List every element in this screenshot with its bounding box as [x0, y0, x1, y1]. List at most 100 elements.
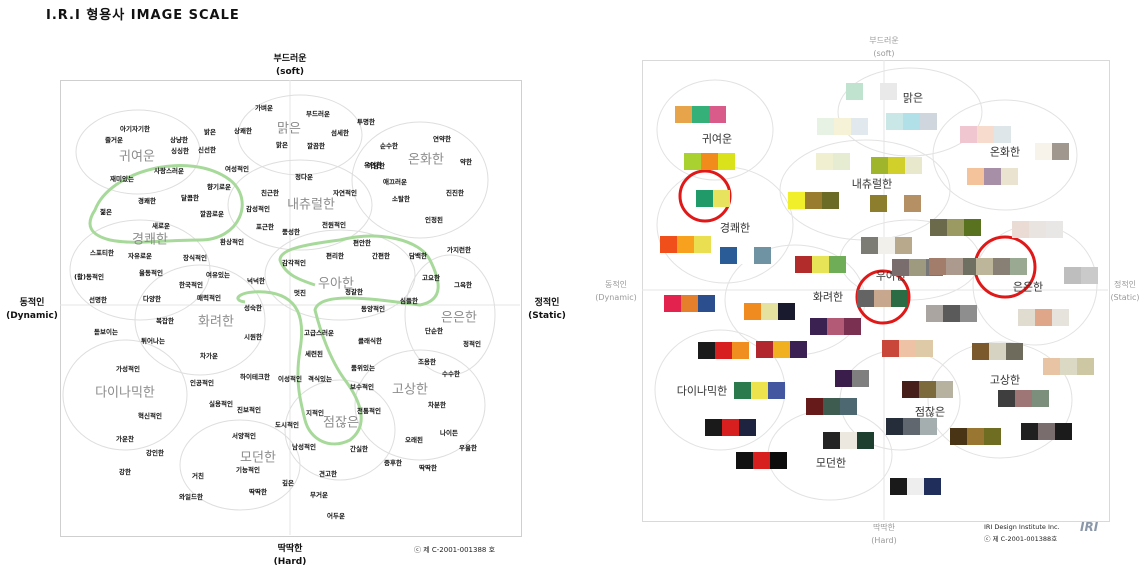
- group-label-dynamic: 다이나믹한: [676, 384, 728, 398]
- word: 한국적인: [179, 280, 203, 289]
- word: 약한: [460, 157, 472, 166]
- word: 단순한: [425, 326, 443, 335]
- word: 기능적인: [236, 465, 260, 474]
- word: 어두운: [327, 511, 345, 520]
- page-title: I.R.I 형용사 IMAGE SCALE: [46, 8, 240, 23]
- color-swatch-89: [882, 340, 899, 357]
- word: 재미있는: [110, 174, 134, 183]
- word: 여성적인: [225, 164, 249, 173]
- scale-frame: [60, 80, 522, 537]
- group-label-natural: 내츄럴한: [851, 177, 893, 191]
- group-outline-gwiyeoun: [656, 79, 774, 181]
- word: 성숙한: [244, 303, 262, 312]
- color-swatch-126: [1055, 423, 1072, 440]
- word: 감각적인: [282, 258, 306, 267]
- word: 남성적인: [292, 442, 316, 451]
- group-label-dynamic: 다이나믹한: [95, 385, 155, 401]
- group-label-gosang: 고상한: [392, 382, 428, 398]
- color-swatch-48: [878, 237, 895, 254]
- word: 섬세한: [331, 128, 349, 137]
- color-swatch-30: [788, 192, 805, 209]
- word: 포근한: [256, 222, 274, 231]
- group-label-euneun: 은은한: [441, 310, 477, 326]
- word: 복잡한: [156, 316, 174, 325]
- iri-logo: IRI: [1080, 520, 1099, 534]
- word: 편안한: [353, 238, 371, 247]
- color-swatch-111: [840, 398, 857, 415]
- color-swatch-58: [963, 258, 980, 275]
- color-swatch-54: [909, 259, 926, 276]
- color-swatch-125: [1038, 423, 1055, 440]
- color-swatch-102: [768, 382, 785, 399]
- color-swatch-4: [863, 83, 880, 100]
- color-swatch-12: [886, 113, 903, 130]
- color-image-scale: 부드러운 (soft) 딱딱한 (Hard) 동적인 (Dynamic) 정적인 (St…: [580, 0, 1147, 581]
- axis-right-label: 정적인 (Static): [528, 298, 566, 321]
- color-swatch-127: [736, 452, 753, 469]
- word: 상쾌한: [234, 126, 252, 135]
- word: 격식있는: [308, 374, 332, 383]
- word: 오래된: [405, 435, 423, 444]
- group-outline-euneun: [404, 254, 496, 376]
- word: 싱싱한: [171, 146, 189, 155]
- color-swatch-81: [827, 318, 844, 335]
- color-swatch-5: [880, 83, 897, 100]
- word: 가지런한: [447, 245, 471, 254]
- group-label-gyeongkwae: 경쾌한: [719, 221, 751, 235]
- word: 중후한: [384, 458, 402, 467]
- color-swatch-16: [977, 126, 994, 143]
- uaha-highlight-curve: [236, 234, 440, 446]
- color-swatch-87: [773, 341, 790, 358]
- word: 정갈한: [345, 287, 363, 296]
- word: 조용한: [418, 357, 436, 366]
- word: 거친: [192, 471, 204, 480]
- word: 연약한: [433, 134, 451, 143]
- word: 친근한: [261, 188, 279, 197]
- color-swatch-115: [886, 418, 903, 435]
- word: 강인한: [146, 448, 164, 457]
- color-swatch-85: [732, 342, 749, 359]
- adjective-word-scale: 부드러운 (soft) 딱딱한 (Hard) 동적인 (Dynamic) 정적인 (St…: [6, 54, 566, 567]
- color-swatch-132: [924, 478, 941, 495]
- color-swatch-42: [677, 236, 694, 253]
- group-label-gyeongkwae: 경쾌한: [132, 232, 168, 248]
- color-swatch-94: [1006, 343, 1023, 360]
- color-swatch-34: [904, 195, 921, 212]
- group-label-onhwa: 온화한: [989, 145, 1021, 159]
- word: 실용적인: [209, 399, 233, 408]
- word: 정적인: [463, 339, 481, 348]
- color-swatch-67: [698, 295, 715, 312]
- word: 하이테크한: [240, 372, 270, 381]
- color-swatch-79: [1052, 309, 1069, 326]
- word: 서양적인: [232, 431, 256, 440]
- color-swatch-121: [950, 428, 967, 445]
- word: 품위있는: [351, 363, 375, 372]
- color-scale-frame: [642, 60, 1110, 522]
- group-label-jeomjan: 점잖은: [914, 405, 946, 419]
- word: 넉넉한: [247, 276, 265, 285]
- color-swatch-41: [660, 236, 677, 253]
- color-swatch-9: [817, 118, 834, 135]
- word: 선명한: [89, 295, 107, 304]
- credit-text: IRI Design Institute Inc.: [984, 523, 1060, 531]
- word: 경쾌한: [138, 196, 156, 205]
- word: 우울한: [459, 443, 477, 452]
- word: 인정된: [425, 215, 443, 224]
- word: 클래식한: [358, 336, 382, 345]
- color-swatch-40: [1046, 221, 1063, 238]
- group-outline-jeomjan: [284, 379, 396, 481]
- group-label-natural: 내츄럴한: [287, 197, 335, 213]
- axis-bottom-label: 딱딱한 (Hard): [871, 523, 897, 545]
- copyright-text: ⓒ 제 C-2001-001388 호: [414, 546, 496, 554]
- word: 딱딱한: [249, 487, 267, 496]
- group-label-gosang: 고상한: [989, 373, 1021, 387]
- color-swatch-109: [806, 398, 823, 415]
- color-swatch-73: [891, 290, 908, 307]
- word: 애끄러운: [383, 177, 407, 186]
- color-swatch-39: [1029, 221, 1046, 238]
- word: 무거운: [310, 490, 328, 499]
- word: 지적인: [306, 408, 324, 417]
- group-label-gwiyeoun: 귀여운: [119, 149, 155, 165]
- group-outline-modern: [179, 419, 301, 511]
- color-swatch-128: [753, 452, 770, 469]
